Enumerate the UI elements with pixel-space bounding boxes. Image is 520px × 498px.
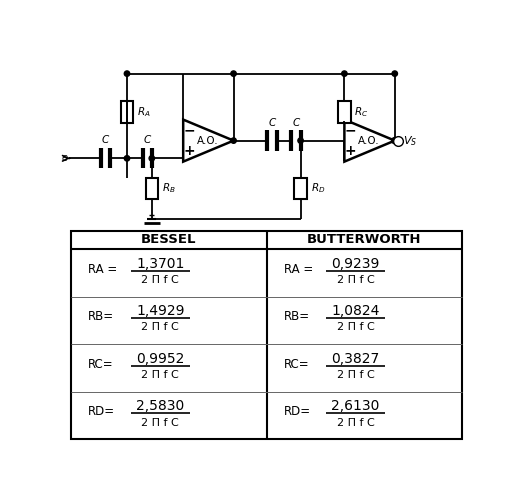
Circle shape [124,71,129,76]
Circle shape [231,138,236,143]
Bar [121,101,133,123]
Text: −: − [184,124,195,137]
Text: R$_D$: R$_D$ [310,181,325,195]
Text: 2 Π f C: 2 Π f C [337,417,374,427]
Text: C: C [292,118,300,127]
Bar [338,101,350,123]
Text: RC=: RC= [283,358,309,371]
Polygon shape [183,120,233,162]
Polygon shape [344,120,395,162]
Circle shape [231,71,236,76]
Circle shape [298,138,303,143]
Text: V$_S$: V$_S$ [402,133,417,147]
Text: 0,9952: 0,9952 [136,352,185,366]
Text: 2 Π f C: 2 Π f C [337,370,374,380]
Text: R$_B$: R$_B$ [162,181,176,195]
Text: C: C [144,135,151,145]
Text: +: + [184,143,195,158]
Text: 0,3827: 0,3827 [332,352,380,366]
Text: 2 Π f C: 2 Π f C [141,370,179,380]
Text: BUTTERWORTH: BUTTERWORTH [307,234,421,247]
Text: 2 Π f C: 2 Π f C [337,322,374,333]
Text: R$_A$: R$_A$ [137,105,151,119]
Text: 2,6130: 2,6130 [331,399,380,413]
Text: 0,9239: 0,9239 [331,256,380,271]
Text: e: e [61,153,67,163]
Text: +: + [345,143,356,158]
Text: 2 Π f C: 2 Π f C [337,275,374,285]
Circle shape [342,71,347,76]
Text: −: − [345,124,356,137]
Circle shape [392,137,398,144]
Text: R$_C$: R$_C$ [355,105,369,119]
Text: RA =: RA = [283,262,313,275]
Text: 1,0824: 1,0824 [331,304,380,318]
Text: 2 Π f C: 2 Π f C [141,417,179,427]
Text: RA =: RA = [88,262,118,275]
Text: 2 Π f C: 2 Π f C [141,275,179,285]
Bar [71,231,462,439]
Text: 1,4929: 1,4929 [136,304,185,318]
Circle shape [392,71,397,76]
Text: 1,3701: 1,3701 [136,256,185,271]
Text: RB=: RB= [283,310,310,323]
Bar [294,178,307,199]
Circle shape [149,155,154,161]
Text: 2,5830: 2,5830 [136,399,185,413]
Text: RC=: RC= [88,358,114,371]
Text: 2 Π f C: 2 Π f C [141,322,179,333]
Circle shape [124,155,129,161]
Text: RD=: RD= [88,405,115,418]
Text: BESSEL: BESSEL [141,234,197,247]
Text: RD=: RD= [283,405,310,418]
Text: C: C [268,118,276,127]
Text: RB=: RB= [88,310,114,323]
Text: C: C [102,135,109,145]
Text: A.O.: A.O. [358,135,380,145]
Bar [146,178,158,199]
Text: A.O.: A.O. [197,135,218,145]
